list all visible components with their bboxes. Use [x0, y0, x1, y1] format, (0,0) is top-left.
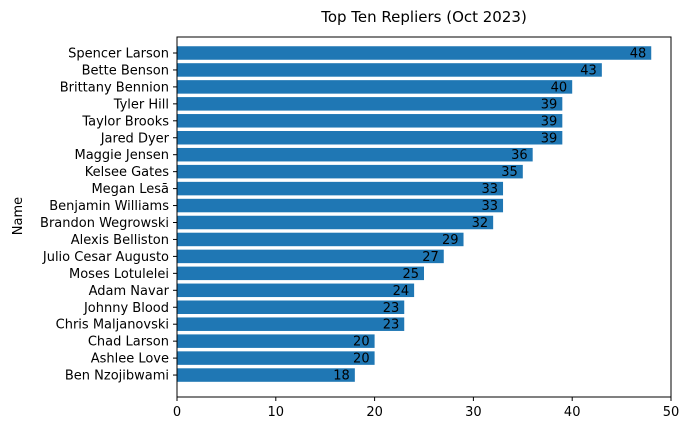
y-tick-label: Benjamin Williams — [49, 199, 169, 214]
bar-value-label: 39 — [541, 97, 558, 112]
bar-value-label: 24 — [393, 284, 410, 299]
bar — [177, 147, 533, 162]
bar — [177, 164, 523, 179]
bar-value-label: 25 — [402, 267, 419, 282]
y-tick-label: Jared Dyer — [100, 131, 170, 146]
bar — [177, 181, 504, 196]
bar — [177, 131, 563, 145]
y-tick-label: Bette Benson — [82, 63, 169, 78]
bar — [177, 317, 405, 331]
y-tick-label: Alexis Belliston — [71, 233, 169, 248]
bar-value-label: 33 — [481, 182, 498, 197]
bar — [177, 46, 652, 60]
y-tick-label: Chris Maljanovski — [56, 318, 169, 333]
bar-value-label: 33 — [481, 199, 498, 214]
bar — [177, 63, 602, 77]
x-tick-label: 0 — [173, 405, 181, 420]
bar-value-label: 48 — [630, 47, 647, 62]
bar — [177, 80, 573, 94]
bar — [177, 283, 415, 298]
y-tick-label: Julio Cesar Augusto — [42, 250, 169, 265]
bar-value-label: 20 — [353, 352, 370, 367]
x-tick-label: 30 — [465, 405, 482, 420]
y-axis-label: Name — [11, 197, 26, 235]
bar — [177, 215, 494, 230]
bar — [177, 114, 563, 128]
bar-value-label: 20 — [353, 335, 370, 350]
y-tick-label: Ashlee Love — [91, 352, 169, 367]
y-tick-label: Moses Lotulelei — [69, 267, 169, 282]
x-axis-ticks: 0 10 20 30 40 50 — [173, 397, 679, 420]
bar — [177, 300, 405, 314]
y-tick-label: Megan Lesā — [91, 182, 169, 197]
bar-value-label: 18 — [333, 369, 350, 384]
y-tick-label: Tyler Hill — [113, 97, 169, 112]
x-tick-label: 40 — [564, 405, 581, 420]
y-tick-label: Adam Navar — [89, 284, 170, 299]
bar-value-label: 32 — [472, 216, 489, 231]
y-tick-label: Spencer Larson — [68, 47, 169, 62]
bar-value-label: 39 — [541, 131, 558, 146]
bar — [177, 97, 563, 111]
chart-title: Top Ten Repliers (Oct 2023) — [320, 8, 527, 26]
y-tick-label: Brandon Wegrowski — [40, 216, 169, 231]
bar-value-label: 27 — [422, 250, 439, 265]
bar — [177, 266, 424, 281]
bar-value-label: 40 — [551, 80, 568, 95]
bar — [177, 232, 464, 247]
bar — [177, 334, 375, 348]
bar-value-label: 39 — [541, 114, 558, 129]
bar-value-label: 36 — [511, 148, 528, 163]
x-tick-label: 20 — [366, 405, 383, 420]
bar-value-label: 23 — [383, 301, 400, 316]
y-tick-label: Chad Larson — [88, 335, 169, 350]
y-tick-label: Taylor Brooks — [81, 114, 169, 129]
plot-frame — [176, 36, 672, 398]
bar-value-label: 23 — [383, 318, 400, 333]
bar-value-label: 43 — [580, 63, 597, 78]
y-tick-label: Maggie Jensen — [74, 148, 169, 163]
bar — [177, 351, 375, 365]
x-tick-label: 10 — [268, 405, 285, 420]
bar-value-label: 29 — [442, 233, 459, 248]
bar-value-label: 35 — [501, 165, 518, 180]
x-tick-label: 50 — [663, 405, 680, 420]
y-tick-label: Johnny Blood — [83, 301, 169, 316]
bar — [177, 198, 504, 213]
bar — [177, 368, 355, 382]
y-tick-label: Ben Nzojibwami — [65, 369, 169, 384]
bar — [177, 249, 444, 264]
y-tick-label: Brittany Bennion — [60, 80, 169, 95]
y-tick-label: Kelsee Gates — [85, 165, 170, 180]
